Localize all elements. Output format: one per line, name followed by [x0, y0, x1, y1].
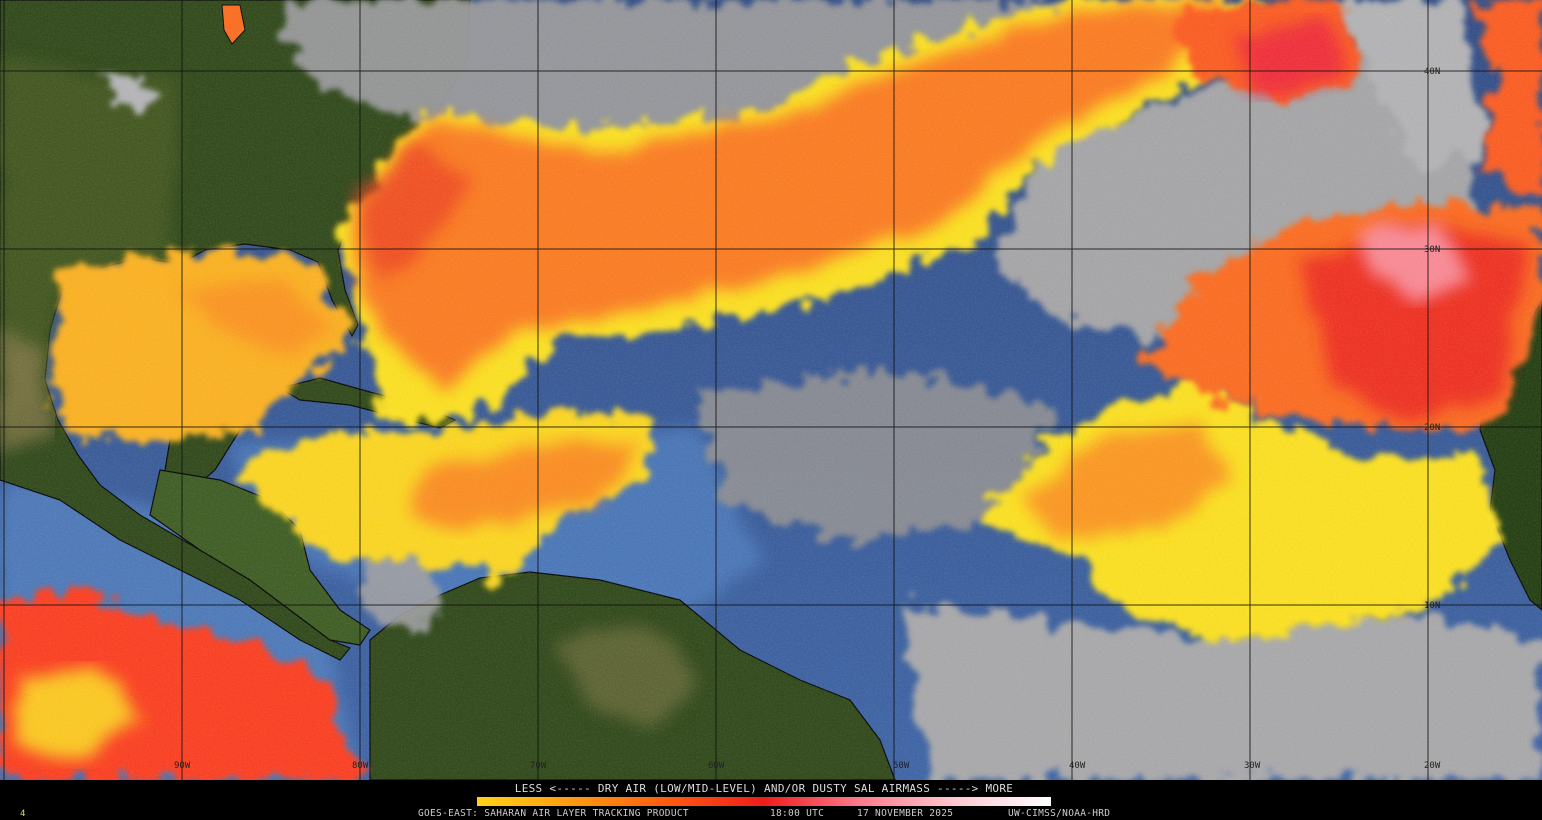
product-credit: UW-CIMSS/NOAA-HRD	[1008, 808, 1111, 819]
product-name: GOES-EAST: SAHARAN AIR LAYER TRACKING PR…	[418, 808, 689, 819]
lon-label-90w: 90W	[174, 761, 191, 771]
lat-label-20n: 20N	[1424, 423, 1440, 433]
lat-label-40n: 40N	[1424, 67, 1440, 77]
lat-label-10n: 10N	[1424, 601, 1440, 611]
product-time: 18:00 UTC	[770, 808, 825, 819]
image-grain	[0, 0, 1542, 780]
legend-footer: LESS <----- DRY AIR (LOW/MID-LEVEL) AND/…	[0, 780, 1542, 820]
lon-label-30w: 30W	[1244, 761, 1261, 771]
product-date: 17 NOVEMBER 2025	[857, 808, 954, 819]
lon-label-70w: 70W	[530, 761, 547, 771]
lon-label-60w: 60W	[708, 761, 725, 771]
lat-lon-grid	[0, 0, 1542, 780]
latitude-labels: 40N 30N 20N 10N	[1424, 67, 1440, 611]
lon-label-20w: 20W	[1424, 761, 1441, 771]
lon-label-80w: 80W	[352, 761, 369, 771]
sal-satellite-map: 90W 80W 70W 60W 50W 40W 30W 20W 40N 30N …	[0, 0, 1542, 780]
legend-title: LESS <----- DRY AIR (LOW/MID-LEVEL) AND/…	[514, 782, 1014, 795]
lat-label-30n: 30N	[1424, 245, 1440, 255]
legend-color-scale	[477, 797, 1051, 806]
lon-label-50w: 50W	[893, 761, 910, 771]
lon-label-40w: 40W	[1069, 761, 1086, 771]
longitude-labels: 90W 80W 70W 60W 50W 40W 30W 20W	[174, 761, 1441, 771]
frame-number: 4	[20, 809, 26, 819]
